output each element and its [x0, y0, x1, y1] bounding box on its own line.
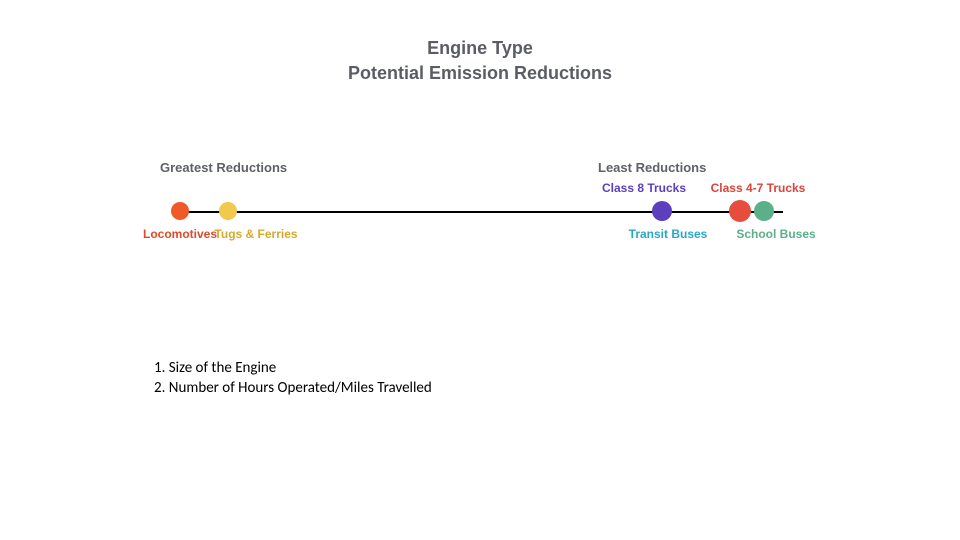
dot-tugs-ferries — [219, 202, 237, 220]
note-item-2: 2. Number of Hours Operated/Miles Travel… — [154, 378, 432, 398]
title-block: Engine Type Potential Emission Reduction… — [0, 36, 960, 86]
notes-block: 1. Size of the Engine 2. Number of Hours… — [154, 358, 432, 399]
label-school-buses: School Buses — [736, 227, 815, 241]
note-item-1: 1. Size of the Engine — [154, 358, 432, 378]
title-line-1: Engine Type — [0, 36, 960, 61]
label-class-4-7-trucks: Class 4-7 Trucks — [711, 181, 806, 195]
label-transit-buses: Transit Buses — [629, 227, 708, 241]
dot-class-4-7-trucks — [729, 200, 751, 222]
dot-class-8-trucks — [652, 201, 672, 221]
diagram-stage: Engine Type Potential Emission Reduction… — [0, 0, 960, 540]
dot-school-buses — [754, 201, 774, 221]
axis-left-label: Greatest Reductions — [160, 160, 287, 175]
label-locomotives: Locomotives — [143, 227, 217, 241]
axis-line — [174, 211, 783, 213]
label-tugs-ferries: Tugs & Ferries — [214, 227, 297, 241]
label-class-8-trucks: Class 8 Trucks — [602, 181, 686, 195]
title-line-2: Potential Emission Reductions — [0, 61, 960, 86]
dot-locomotives — [171, 202, 189, 220]
axis-right-label: Least Reductions — [598, 160, 706, 175]
